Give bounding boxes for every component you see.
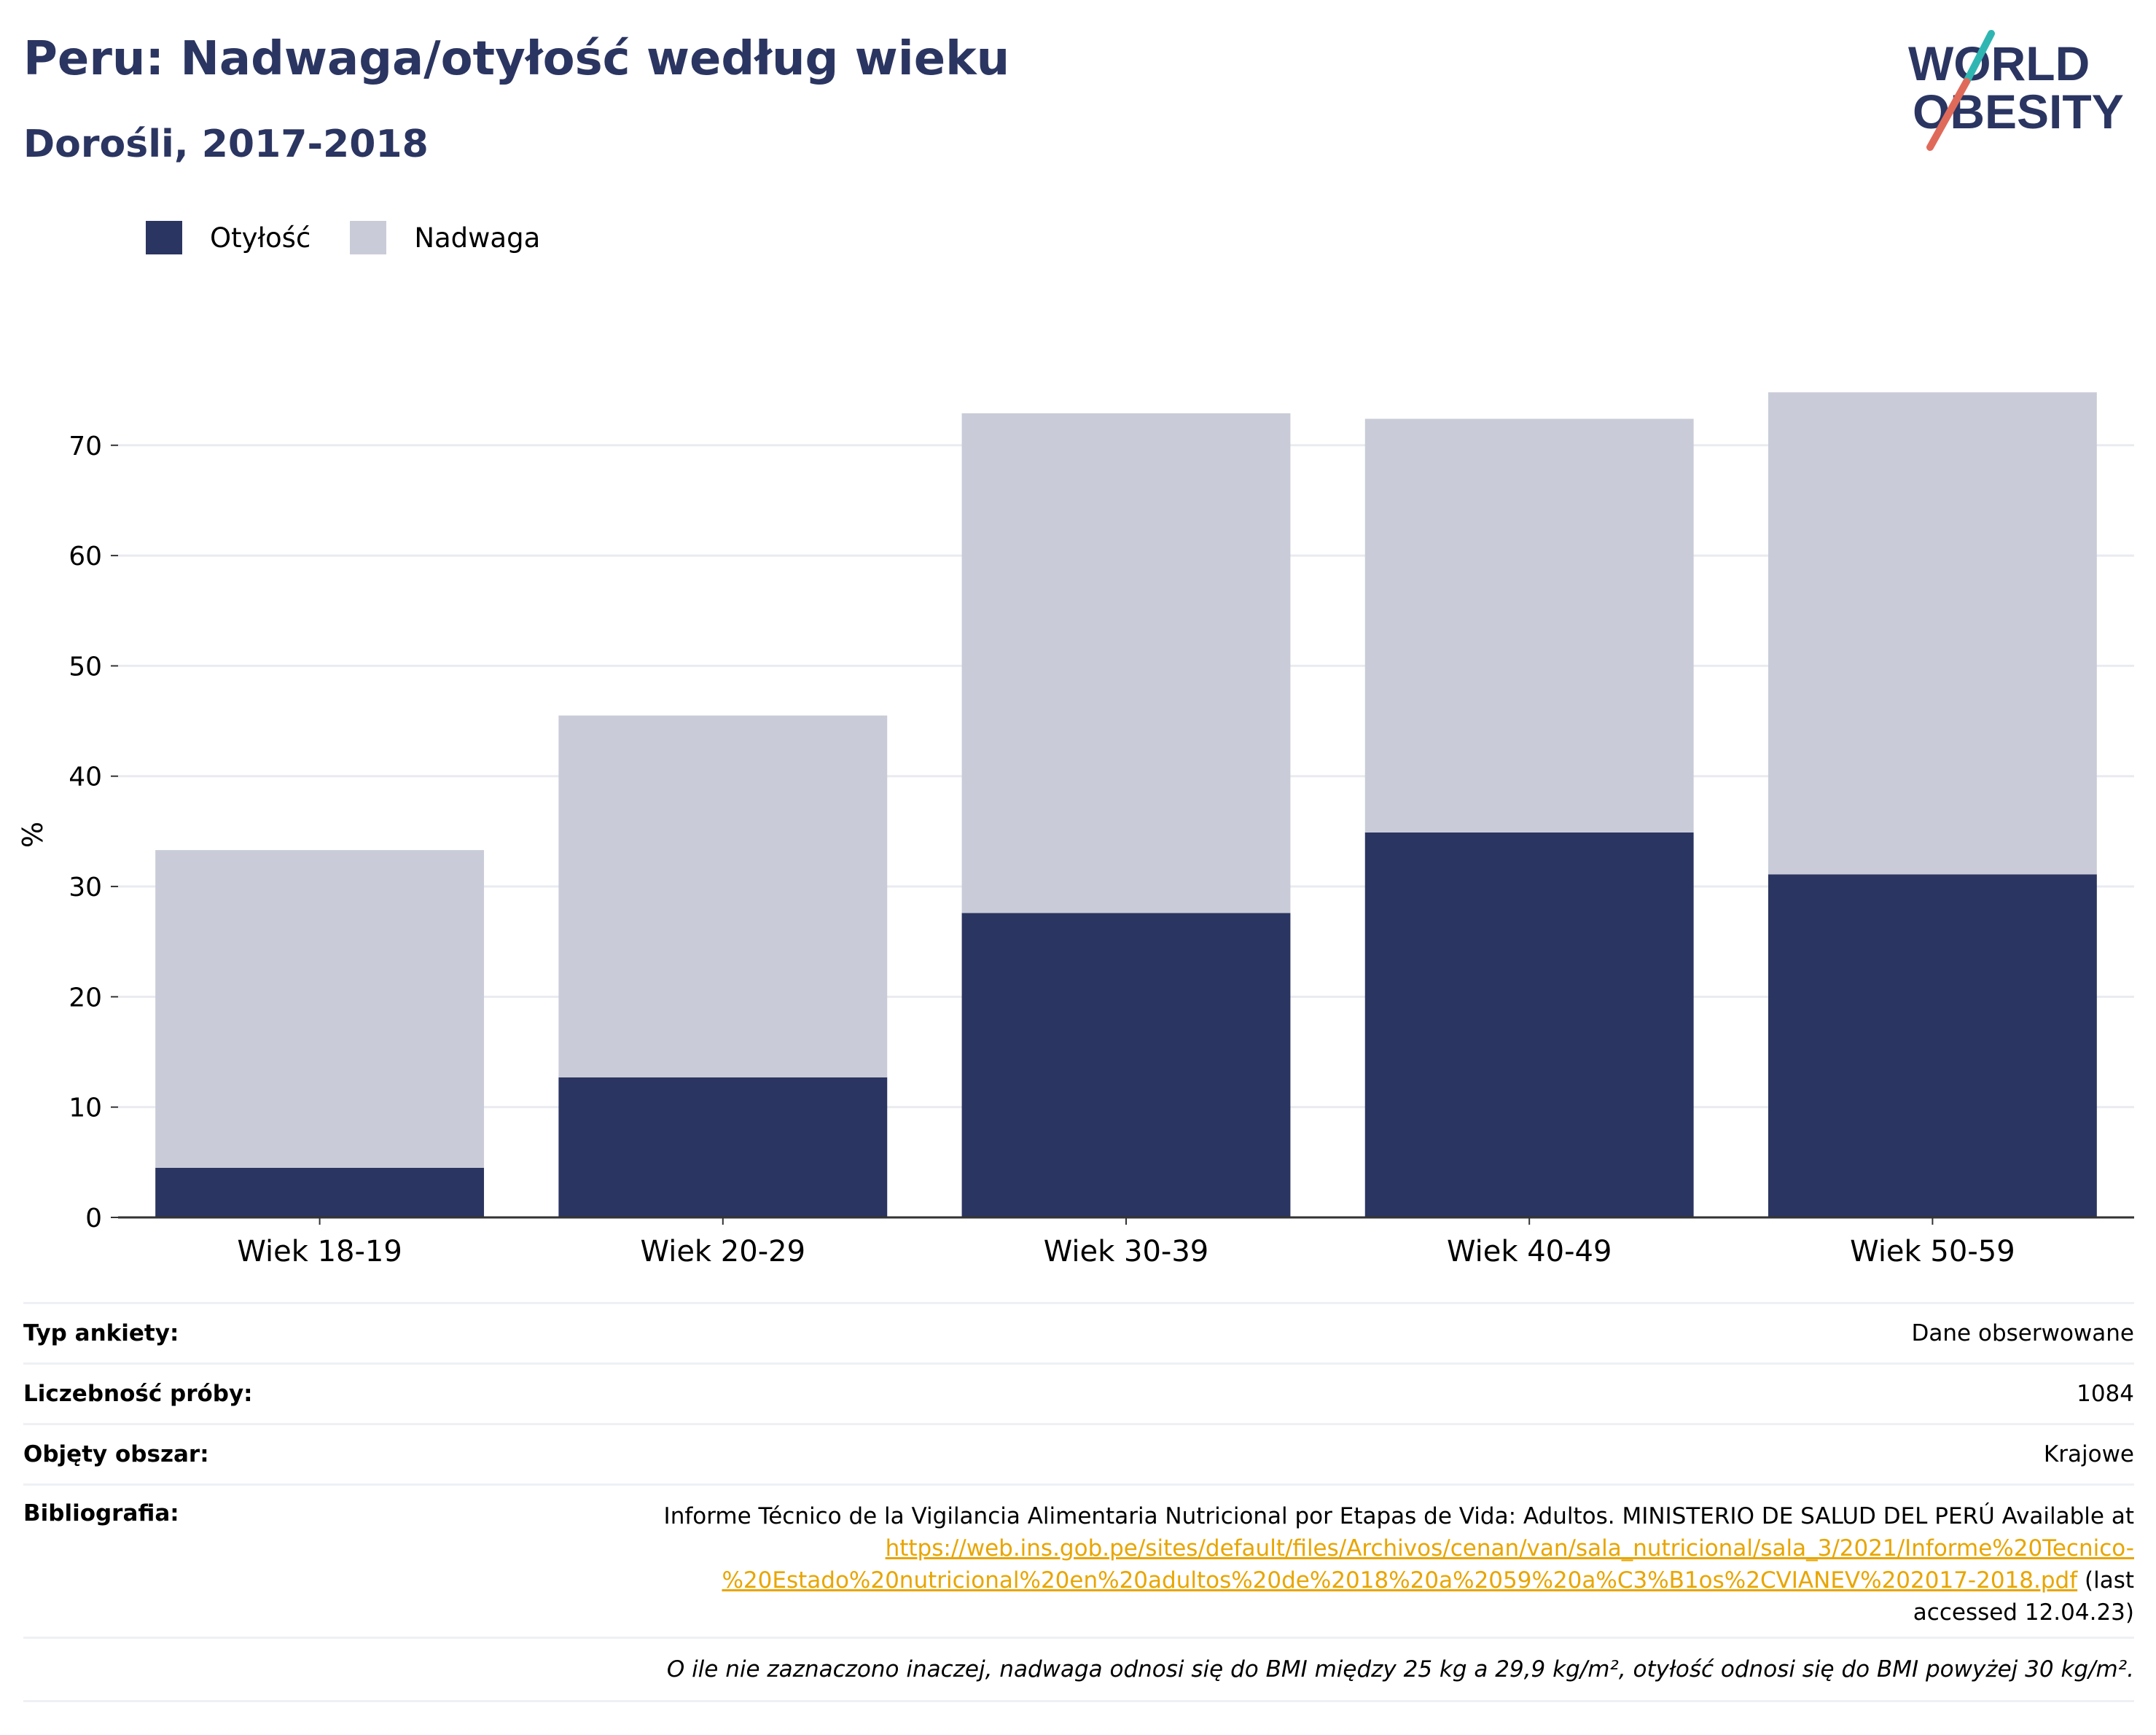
y-tick-label-40: 40 [69,763,102,792]
y-tick-label-60: 60 [69,542,102,572]
bibliography-link-part-1[interactable]: https://web.ins.gob.pe/sites/default/fil… [885,1535,2134,1562]
bar-overweight-3[interactable] [961,413,1291,913]
x-tick-label-3: Wiek 30-39 [1044,1235,1209,1268]
legend-swatch-obesity [146,221,182,254]
x-tick-label-5: Wiek 50-59 [1850,1235,2015,1268]
bars [155,392,2097,1217]
y-tick-label-10: 10 [69,1093,102,1123]
x-tick-label-4: Wiek 40-49 [1447,1235,1612,1268]
legend-swatch-overweight [350,221,387,254]
bar-overweight-4[interactable] [1364,418,1694,833]
bar-overweight-2[interactable] [558,715,888,1077]
chart-title: Peru: Nadwaga/otyłość według wieku [23,32,1010,86]
bibliography-label: Bibliografia: [23,1500,179,1527]
bar-obesity-5[interactable] [1768,874,2097,1217]
area-value: Krajowe [2043,1441,2134,1467]
legend-label-obesity: Otyłość [210,222,311,254]
bibliography-value: Informe Técnico de la Vigilancia Aliment… [664,1500,2134,1629]
info-row-sample-size: Liczebność próby: 1084 [23,1362,2134,1423]
survey-type-value: Dane obserwowane [1911,1320,2134,1346]
logo-slash-teal [1963,30,1995,85]
legend-label-overweight: Nadwaga [414,222,541,254]
y-axis-label: % [17,822,49,848]
bar-overweight-5[interactable] [1768,392,2097,875]
x-axis-ticks: Wiek 18-19 Wiek 20-29 Wiek 30-39 Wiek 40-49… [237,1217,2015,1268]
chart-legend: Otyłość Nadwaga [146,216,579,260]
bar-obesity-2[interactable] [558,1077,888,1217]
info-table: Typ ankiety: Dane obserwowane Liczebność… [23,1302,2134,1702]
y-axis-ticks: 0 10 20 30 40 50 60 70 [69,432,118,1233]
legend-item-obesity[interactable]: Otyłość [146,221,310,254]
info-row-bibliography: Bibliografia: Informe Técnico de la Vigi… [23,1483,2134,1637]
x-tick-label-2: Wiek 20-29 [641,1235,806,1268]
survey-type-label: Typ ankiety: [23,1320,179,1346]
world-obesity-logo: WORLD OBESITY [1908,30,2124,151]
info-row-footnote: O ile nie zaznaczono inaczej, nadwaga od… [23,1637,2134,1702]
info-row-area: Objęty obszar: Krajowe [23,1423,2134,1483]
area-label: Objęty obszar: [23,1441,209,1467]
info-row-survey-type: Typ ankiety: Dane obserwowane [23,1302,2134,1362]
sample-size-value: 1084 [2077,1381,2134,1407]
bibliography-suffix-1: (last [2084,1567,2134,1594]
bibliography-link-part-2[interactable]: %20Estado%20nutricional%20en%20adultos%2… [722,1567,2078,1594]
bar-obesity-4[interactable] [1364,832,1694,1217]
legend-item-overweight[interactable]: Nadwaga [350,221,540,254]
x-tick-label-1: Wiek 18-19 [237,1235,402,1268]
bar-obesity-3[interactable] [961,913,1291,1217]
bibliography-suffix-2: accessed 12.04.23) [1913,1599,2134,1626]
logo-line-1: WORLD [1908,36,2090,90]
bar-overweight-1[interactable] [155,850,485,1168]
footnote: O ile nie zaznaczono inaczej, nadwaga od… [666,1656,2134,1683]
logo-slash-red [1926,78,1970,151]
y-tick-label-0: 0 [85,1204,102,1233]
logo-line-2: OBESITY [1913,85,2124,139]
chart-subtitle: Dorośli, 2017-2018 [23,122,429,166]
sample-size-label: Liczebność próby: [23,1381,253,1407]
y-tick-label-70: 70 [69,432,102,461]
y-tick-label-20: 20 [69,983,102,1013]
y-tick-label-50: 50 [69,652,102,682]
bibliography-text: Informe Técnico de la Vigilancia Aliment… [663,1503,2134,1529]
bar-obesity-1[interactable] [155,1167,485,1217]
y-tick-label-30: 30 [69,873,102,902]
